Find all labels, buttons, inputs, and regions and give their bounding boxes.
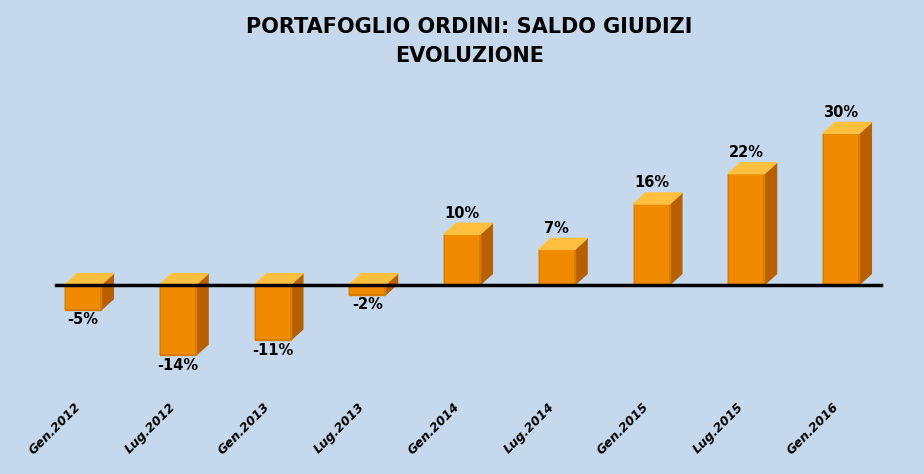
Polygon shape: [575, 238, 587, 285]
Polygon shape: [349, 273, 397, 285]
Polygon shape: [101, 273, 114, 310]
Polygon shape: [539, 238, 587, 249]
Text: 30%: 30%: [823, 105, 858, 120]
Text: 16%: 16%: [634, 175, 669, 191]
Polygon shape: [65, 285, 101, 310]
Polygon shape: [823, 134, 859, 285]
Polygon shape: [539, 249, 575, 285]
Text: -5%: -5%: [67, 312, 99, 328]
Text: -14%: -14%: [157, 358, 199, 373]
Polygon shape: [859, 122, 871, 285]
Polygon shape: [444, 223, 492, 234]
Polygon shape: [254, 285, 290, 340]
Title: PORTAFOGLIO ORDINI: SALDO GIUDIZI
EVOLUZIONE: PORTAFOGLIO ORDINI: SALDO GIUDIZI EVOLUZ…: [246, 17, 692, 66]
Text: 10%: 10%: [444, 206, 480, 221]
Polygon shape: [290, 273, 303, 340]
Polygon shape: [349, 285, 385, 295]
Polygon shape: [196, 273, 208, 356]
Text: 7%: 7%: [544, 221, 569, 236]
Text: 22%: 22%: [729, 145, 764, 160]
Polygon shape: [764, 163, 776, 285]
Text: -11%: -11%: [252, 343, 293, 358]
Polygon shape: [444, 234, 480, 285]
Text: -2%: -2%: [352, 297, 383, 312]
Polygon shape: [728, 174, 764, 285]
Polygon shape: [160, 273, 208, 285]
Polygon shape: [728, 163, 776, 174]
Polygon shape: [634, 204, 670, 285]
Polygon shape: [634, 193, 682, 204]
Polygon shape: [160, 285, 196, 356]
Polygon shape: [385, 273, 397, 295]
Polygon shape: [823, 122, 871, 134]
Polygon shape: [65, 273, 114, 285]
Polygon shape: [254, 273, 303, 285]
Polygon shape: [480, 223, 492, 285]
Polygon shape: [670, 193, 682, 285]
